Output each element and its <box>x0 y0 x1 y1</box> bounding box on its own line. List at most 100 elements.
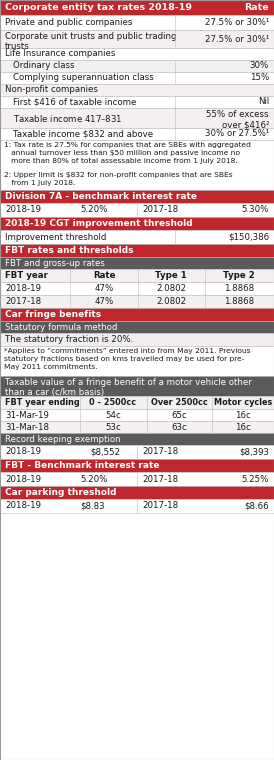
Text: FBT rates and thresholds: FBT rates and thresholds <box>5 246 133 255</box>
Bar <box>0 472 274 486</box>
Text: FBT and gross-up rates: FBT and gross-up rates <box>5 258 105 268</box>
Text: FBT year: FBT year <box>5 271 48 280</box>
Text: 2018-19: 2018-19 <box>5 284 41 293</box>
Text: 65c: 65c <box>171 410 187 420</box>
Bar <box>0 96 274 108</box>
Text: 0 - 2500cc: 0 - 2500cc <box>89 398 136 407</box>
Text: 27.5% or 30%¹: 27.5% or 30%¹ <box>205 18 269 27</box>
Text: Motor cycles: Motor cycles <box>214 398 272 407</box>
Bar <box>0 48 274 60</box>
Text: $8,552: $8,552 <box>90 448 120 457</box>
Bar <box>0 72 274 84</box>
Text: 31-Mar-19: 31-Mar-19 <box>5 410 49 420</box>
Text: Car parking threshold: Car parking threshold <box>5 488 116 497</box>
Bar <box>0 257 274 269</box>
Text: 2017-18: 2017-18 <box>5 297 41 306</box>
Bar <box>0 30 274 48</box>
Text: 16c: 16c <box>235 410 251 420</box>
Bar <box>0 244 274 257</box>
Text: 2017-18: 2017-18 <box>142 205 178 214</box>
Text: 16c: 16c <box>235 423 251 432</box>
Text: Corporate unit trusts and public trading
trusts: Corporate unit trusts and public trading… <box>5 32 176 52</box>
Text: Over 2500cc: Over 2500cc <box>151 398 207 407</box>
Text: 2018-19 CGT improvement threshold: 2018-19 CGT improvement threshold <box>5 219 193 228</box>
Text: Private and public companies: Private and public companies <box>5 18 132 27</box>
Bar <box>0 128 274 140</box>
Text: Complying superannuation class: Complying superannuation class <box>13 74 154 83</box>
Text: Car fringe benefits: Car fringe benefits <box>5 310 101 319</box>
Text: 2017-18: 2017-18 <box>142 448 178 457</box>
Bar <box>0 269 274 282</box>
Bar <box>0 295 274 308</box>
Text: 2018-19: 2018-19 <box>5 448 41 457</box>
Text: 47%: 47% <box>94 297 114 306</box>
Text: $8.83: $8.83 <box>80 502 105 511</box>
Text: $8.66: $8.66 <box>244 502 269 511</box>
Text: 27.5% or 30%¹: 27.5% or 30%¹ <box>205 34 269 43</box>
Text: Corporate entity tax rates 2018-19: Corporate entity tax rates 2018-19 <box>5 3 192 12</box>
Text: FBT year ending: FBT year ending <box>5 398 80 407</box>
Text: Taxable income $832 and above: Taxable income $832 and above <box>13 129 153 138</box>
Bar <box>0 0 274 15</box>
Bar <box>0 217 274 230</box>
Text: First $416 of taxable income: First $416 of taxable income <box>13 97 136 106</box>
Bar <box>0 321 274 333</box>
Text: 2: Upper limit is $832 for non-profit companies that are SBEs
   from 1 July 201: 2: Upper limit is $832 for non-profit co… <box>4 172 233 185</box>
Text: 1: Tax rate is 27.5% for companies that are SBEs with aggregated
   annual turno: 1: Tax rate is 27.5% for companies that … <box>4 142 251 163</box>
Text: Taxable value of a fringe benefit of a motor vehicle other
than a car (c/km basi: Taxable value of a fringe benefit of a m… <box>5 378 252 397</box>
Bar <box>0 459 274 472</box>
Bar <box>0 376 274 396</box>
Bar <box>0 140 274 190</box>
Bar <box>0 346 274 376</box>
Text: 54c: 54c <box>105 410 121 420</box>
Text: 31-Mar-18: 31-Mar-18 <box>5 423 49 432</box>
Text: 63c: 63c <box>171 423 187 432</box>
Text: 15%: 15% <box>250 74 269 83</box>
Text: Improvement threshold: Improvement threshold <box>5 233 106 242</box>
Text: 2018-19: 2018-19 <box>5 474 41 483</box>
Text: 2018-19: 2018-19 <box>5 502 41 511</box>
Text: Division 7A - benchmark interest rate: Division 7A - benchmark interest rate <box>5 192 197 201</box>
Bar <box>0 108 274 128</box>
Text: 53c: 53c <box>105 423 121 432</box>
Bar <box>0 433 274 445</box>
Text: 2.0802: 2.0802 <box>156 284 186 293</box>
Text: Nil: Nil <box>258 97 269 106</box>
Text: 30%: 30% <box>250 62 269 71</box>
Text: $150,386: $150,386 <box>228 233 269 242</box>
Bar <box>0 308 274 321</box>
Bar <box>0 15 274 30</box>
Text: 2017-18: 2017-18 <box>142 474 178 483</box>
Text: Type 1: Type 1 <box>155 271 187 280</box>
Bar <box>0 84 274 96</box>
Text: Taxable income $417 – $831: Taxable income $417 – $831 <box>13 112 123 123</box>
Text: Rate: Rate <box>244 3 269 12</box>
Bar <box>0 203 274 217</box>
Text: Ordinary class: Ordinary class <box>13 62 75 71</box>
Text: 2018-19: 2018-19 <box>5 205 41 214</box>
Text: Non-profit companies: Non-profit companies <box>5 86 98 94</box>
Text: 5.20%: 5.20% <box>80 205 107 214</box>
Bar <box>0 60 274 72</box>
Bar <box>0 230 274 244</box>
Text: 55% of excess
over $416²: 55% of excess over $416² <box>207 110 269 129</box>
Text: 47%: 47% <box>94 284 114 293</box>
Text: 2.0802: 2.0802 <box>156 297 186 306</box>
Text: Rate: Rate <box>93 271 115 280</box>
Text: Record keeping exemption: Record keeping exemption <box>5 435 121 444</box>
Text: 30% or 27.5%¹: 30% or 27.5%¹ <box>205 129 269 138</box>
Text: 2017-18: 2017-18 <box>142 502 178 511</box>
Text: Type 2: Type 2 <box>223 271 255 280</box>
Text: The statutory fraction is 20%.: The statutory fraction is 20%. <box>5 335 133 344</box>
Text: 5.20%: 5.20% <box>80 474 107 483</box>
Text: 5.30%: 5.30% <box>242 205 269 214</box>
Text: 1.8868: 1.8868 <box>224 284 254 293</box>
Text: 1.8868: 1.8868 <box>224 297 254 306</box>
Bar <box>0 445 274 459</box>
Text: *Applies to “commitments” entered into from May 2011. Previous
statutory fractio: *Applies to “commitments” entered into f… <box>4 348 250 369</box>
Bar <box>0 421 274 433</box>
Text: $8,393: $8,393 <box>239 448 269 457</box>
Text: Life Insurance companies: Life Insurance companies <box>5 49 115 59</box>
Bar <box>0 190 274 203</box>
Bar <box>0 409 274 421</box>
